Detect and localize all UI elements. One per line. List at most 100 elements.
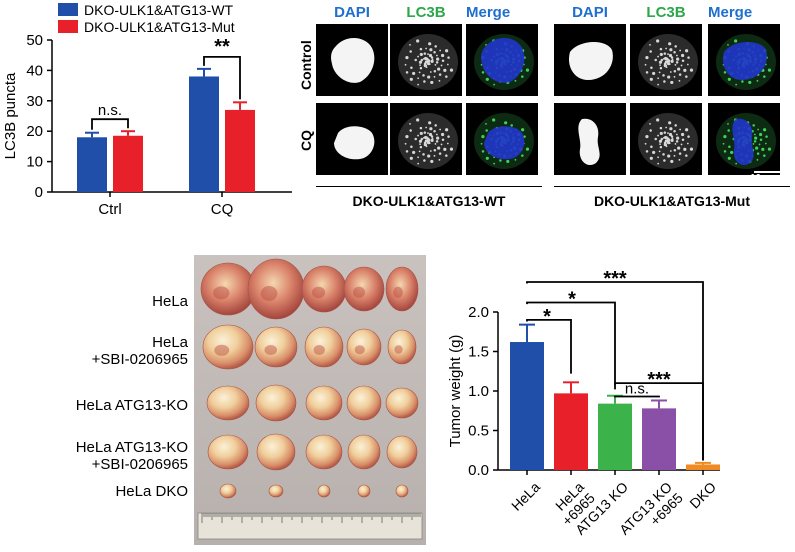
significance-label: *: [543, 306, 551, 328]
row-label-control: Control: [298, 40, 314, 90]
tumor-label-atg13ko: HeLa ATG13-KO: [75, 397, 188, 414]
group-underline-wt: [316, 186, 542, 187]
scale-bar-label: 10 μm: [750, 173, 779, 184]
tumor-specimen: [386, 435, 418, 469]
micrograph-lc3b: [630, 24, 702, 96]
y-tick-label: 30: [26, 93, 43, 110]
tumor-specimen: [268, 484, 284, 498]
micrograph-dapi: [316, 24, 388, 96]
significance-label: *: [568, 289, 576, 311]
tumor-specimen: [347, 434, 381, 470]
micrograph-lc3b: [390, 24, 462, 96]
tumor-specimen: [346, 328, 382, 366]
tumor-specimen: [256, 433, 296, 471]
micrograph-merge: [708, 24, 780, 96]
tumor-specimen: [255, 384, 297, 422]
micrograph-lc3b: [390, 103, 462, 175]
micrograph-merge: [708, 103, 780, 175]
bar: [77, 137, 107, 192]
bar: [189, 76, 219, 192]
tumor-label-hela: HeLa: [152, 293, 188, 310]
tumor-label-hela-sbi: HeLa +SBI-0206965: [91, 334, 188, 368]
legend-swatch: [58, 20, 78, 33]
y-tick-label: 1.5: [468, 344, 489, 361]
significance-label: ***: [603, 268, 627, 290]
scale-bar: [754, 171, 790, 173]
y-tick-label: 1.0: [468, 383, 489, 400]
tumor-specimen: [385, 266, 419, 312]
tumor-specimen: [357, 484, 371, 498]
channel-header: LC3B: [646, 4, 686, 21]
tumor-specimen: [317, 484, 331, 498]
tumor-specimen: [219, 483, 237, 499]
micrograph-dapi: [554, 103, 626, 175]
channel-header: Merge: [466, 4, 511, 21]
significance-label: n.s.: [625, 381, 649, 398]
y-tick-label: 40: [26, 62, 43, 79]
significance-bracket: [614, 395, 660, 398]
y-tick-label: 50: [26, 32, 43, 49]
tumor-specimen: [202, 324, 254, 370]
significance-label: ***: [647, 369, 671, 391]
bar: [510, 342, 544, 470]
micrograph-lc3b: [630, 103, 702, 175]
legend-label: DKO-ULK1&ATG13-Mut: [84, 19, 235, 35]
micrograph-merge: [466, 24, 538, 96]
x-tick-label: HeLa: [508, 479, 543, 514]
channel-header: Merge: [708, 4, 753, 21]
group-label-mut: DKO-ULK1&ATG13-Mut: [593, 193, 751, 209]
x-tick-label: DKO: [686, 479, 719, 512]
y-tick-label: 0.5: [468, 423, 489, 440]
significance-bracket: [526, 319, 572, 374]
y-axis-label: Tumor weight (g): [447, 335, 464, 448]
bar: [113, 135, 143, 192]
y-tick-label: 10: [26, 154, 43, 171]
tumor-specimen: [207, 434, 249, 470]
microscopy-panel: DAPI LC3B Merge DAPI LC3B Merge Control CQ 10 …: [298, 0, 795, 230]
significance-label: **: [214, 36, 230, 58]
row-label-cq: CQ: [298, 130, 314, 151]
significance-bracket: [614, 382, 704, 461]
tumor-photo: [194, 255, 426, 545]
tumor-specimen: [200, 262, 256, 316]
channel-header: DAPI: [334, 4, 370, 21]
y-tick-label: 2.0: [468, 304, 489, 321]
tumor-specimen: [395, 484, 409, 498]
tumor-specimen: [247, 258, 305, 320]
y-axis-label: LC3B puncta: [2, 72, 19, 159]
tumor-label-atg13ko-sbi: HeLa ATG13-KO +SBI-0206965: [75, 439, 188, 473]
y-tick-label: 0.0: [468, 462, 489, 479]
channel-header: DAPI: [572, 4, 608, 21]
bar: [554, 393, 588, 470]
tumor-specimen: [206, 385, 250, 421]
group-underline-mut: [554, 186, 790, 187]
bar: [598, 403, 632, 470]
significance-bracket: [91, 118, 129, 130]
y-tick-label: 0: [35, 184, 43, 201]
legend-swatch: [58, 3, 78, 16]
tumor-specimen: [254, 326, 298, 368]
micrograph-dapi: [554, 24, 626, 96]
channel-header: LC3B: [406, 4, 446, 21]
group-label-wt: DKO-ULK1&ATG13-WT: [352, 193, 506, 209]
tumor-specimen: [305, 385, 343, 421]
significance-bracket: [526, 281, 704, 461]
tumor-specimen: [385, 387, 419, 419]
tumor-specimen: [301, 265, 347, 313]
tumor-specimen: [343, 266, 385, 312]
x-tick-label: Ctrl: [98, 201, 121, 218]
ruler: [197, 512, 423, 540]
tumor-specimen: [305, 434, 343, 470]
tumor-specimen: [304, 326, 344, 368]
significance-bracket: [526, 301, 616, 390]
micrograph-merge: [466, 103, 538, 175]
significance-bracket: [203, 55, 241, 100]
tumor-labels: HeLa HeLa +SBI-0206965 HeLa ATG13-KO HeL…: [0, 255, 188, 535]
tumor-label-dko: HeLa DKO: [115, 483, 188, 500]
x-tick-label: CQ: [211, 201, 234, 218]
y-tick-label: 20: [26, 123, 43, 140]
tumor-specimen: [346, 385, 382, 421]
tumor-specimen: [387, 329, 417, 365]
